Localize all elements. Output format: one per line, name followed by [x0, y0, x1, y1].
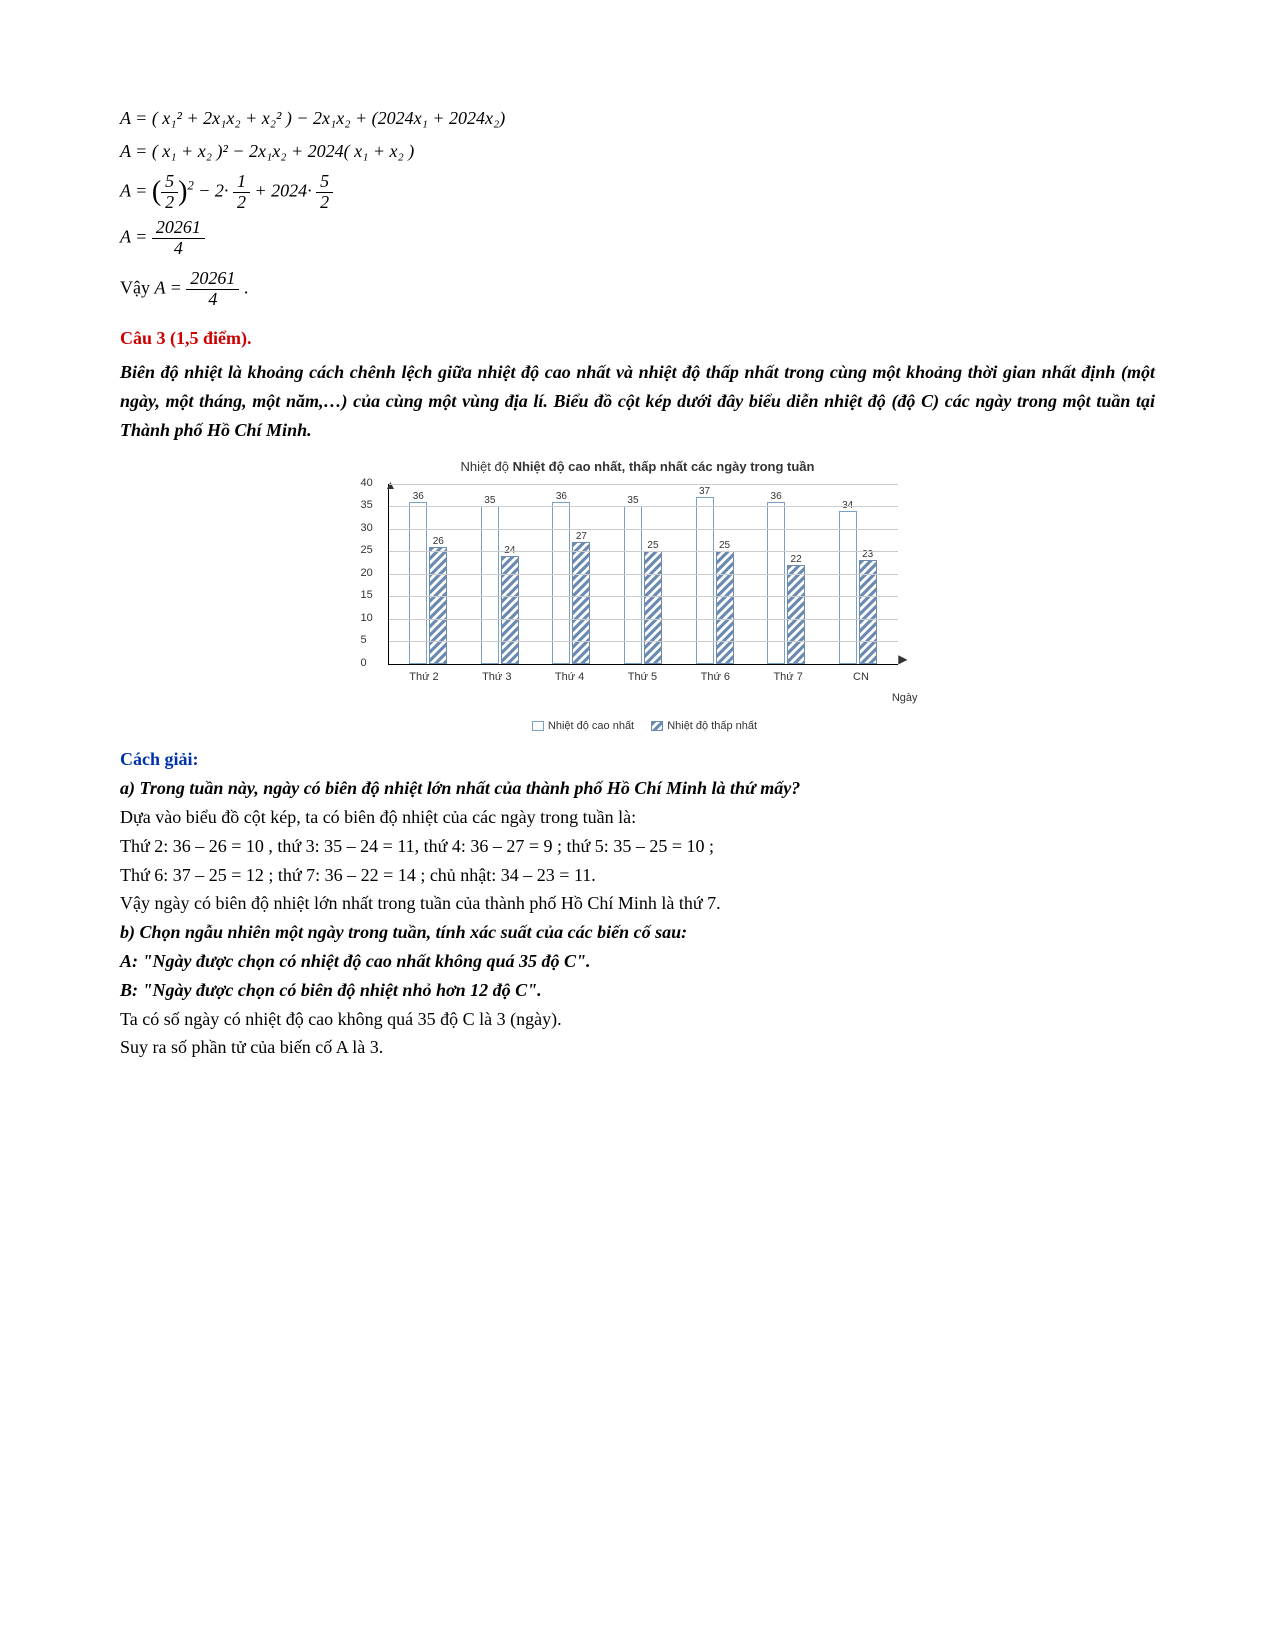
day-group: 3627 — [552, 502, 590, 664]
eq-lhs: A = — [120, 227, 152, 247]
frac-num: 5 — [161, 172, 178, 193]
temperature-chart: Nhiệt độ Nhiệt độ cao nhất, thấp nhất cá… — [358, 457, 918, 736]
math-line-3: A = (52)2 − 2· 12 + 2024· 52 — [120, 170, 1155, 215]
bar-low: 23 — [859, 560, 877, 664]
bar-low: 24 — [501, 556, 519, 664]
legend-low-icon — [651, 721, 663, 731]
bar-high: 36 — [552, 502, 570, 664]
chart-title-bold: Nhiệt độ cao nhất, thấp nhất các ngày tr… — [513, 459, 815, 474]
bar-value-label: 36 — [768, 489, 784, 505]
bar-value-label: 36 — [410, 489, 426, 505]
bar-value-label: 26 — [430, 534, 446, 550]
eq-lhs: A = — [120, 180, 152, 200]
part-a-question: a) Trong tuần này, ngày có biên độ nhiệt… — [120, 774, 1155, 803]
chart-gridline — [389, 641, 898, 642]
bar-low: 25 — [716, 551, 734, 664]
part-b-question: b) Chọn ngẫu nhiên một ngày trong tuần, … — [120, 918, 1155, 947]
y-tick-label: 5 — [361, 632, 367, 650]
solution-line: Dựa vào biểu đồ cột kép, ta có biên độ n… — [120, 803, 1155, 832]
day-group: 3622 — [767, 502, 805, 664]
eq-lhs: A = — [155, 277, 187, 297]
day-group: 3524 — [481, 506, 519, 664]
bar-high: 35 — [481, 506, 499, 664]
x-tick-label: Thứ 4 — [550, 669, 590, 687]
y-tick-label: 40 — [361, 475, 373, 493]
bar-high: 36 — [767, 502, 785, 664]
eq-mid: − 2· — [198, 180, 228, 200]
chart-title: Nhiệt độ Nhiệt độ cao nhất, thấp nhất cá… — [358, 457, 918, 478]
frac-den: 2 — [233, 193, 250, 213]
y-tick-label: 0 — [361, 655, 367, 673]
solution-heading: Cách giải: — [120, 745, 1155, 774]
math-conclusion: Vậy A = 202614 . — [120, 269, 1155, 310]
y-tick-label: 10 — [361, 610, 373, 628]
solution-line: Vậy ngày có biên độ nhiệt lớn nhất trong… — [120, 889, 1155, 918]
frac-num: 20261 — [186, 269, 239, 290]
x-axis-arrow-icon: ▶ — [898, 650, 907, 669]
chart-plot-area: ▲ ▶ 3626352436273525372536223423 0510152… — [388, 484, 898, 665]
chart-gridline — [389, 529, 898, 530]
bar-low: 22 — [787, 565, 805, 664]
chart-gridline — [389, 574, 898, 575]
bar-low: 26 — [429, 547, 447, 664]
frac-den: 4 — [152, 239, 205, 259]
bar-low: 25 — [644, 551, 662, 664]
bar-low: 27 — [572, 542, 590, 664]
x-tick-label: Thứ 5 — [622, 669, 662, 687]
frac-num: 5 — [316, 172, 333, 193]
bar-value-label: 37 — [697, 484, 713, 500]
math-line-1: A = ( x₁² + 2x₁x₂ + x₂² ) − 2x₁x₂ + (202… — [120, 104, 1155, 133]
legend-low-label: Nhiệt độ thấp nhất — [667, 720, 757, 732]
chart-gridline — [389, 596, 898, 597]
x-tick-label: CN — [841, 669, 881, 687]
bar-value-label: 36 — [553, 489, 569, 505]
chart-gridline — [389, 484, 898, 485]
frac-num: 1 — [233, 172, 250, 193]
solution-line: Thứ 6: 37 – 25 = 12 ; thứ 7: 36 – 22 = 1… — [120, 861, 1155, 890]
math-line-4: A = 202614 — [120, 218, 1155, 259]
x-tick-label: Thứ 7 — [768, 669, 808, 687]
question-3-prompt: Biên độ nhiệt là khoảng cách chênh lệch … — [120, 358, 1155, 444]
bar-high: 37 — [696, 497, 714, 664]
solution-line: Ta có số ngày có nhiệt độ cao không quá … — [120, 1005, 1155, 1034]
legend-high-icon — [532, 721, 544, 731]
legend-high-label: Nhiệt độ cao nhất — [548, 720, 634, 732]
frac-num: 20261 — [152, 218, 205, 239]
math-line-2: A = ( x₁ + x₂ )² − 2x₁x₂ + 2024( x₁ + x₂… — [120, 137, 1155, 166]
bar-value-label: 22 — [788, 552, 804, 568]
y-tick-label: 30 — [361, 520, 373, 538]
eq-mid2: + 2024· — [254, 180, 311, 200]
x-tick-label: Thứ 3 — [477, 669, 517, 687]
chart-title-pre: Nhiệt độ — [461, 459, 513, 474]
day-group: 3725 — [696, 497, 734, 664]
y-tick-label: 20 — [361, 565, 373, 583]
vay-text: Vậy — [120, 277, 155, 297]
chart-legend: Nhiệt độ cao nhất Nhiệt độ thấp nhất — [358, 718, 918, 736]
solution-line: Thứ 2: 36 – 26 = 10 , thứ 3: 35 – 24 = 1… — [120, 832, 1155, 861]
y-tick-label: 25 — [361, 542, 373, 560]
chart-gridline — [389, 506, 898, 507]
y-tick-label: 15 — [361, 587, 373, 605]
solution-line: Suy ra số phần tử của biến cố A là 3. — [120, 1033, 1155, 1062]
chart-gridline — [389, 551, 898, 552]
question-3-heading: Câu 3 (1,5 điểm). — [120, 324, 1155, 353]
day-group: 3525 — [624, 506, 662, 664]
day-group: 3626 — [409, 502, 447, 664]
chart-gridline — [389, 619, 898, 620]
chart-x-labels: Thứ 2 Thứ 3 Thứ 4 Thứ 5 Thứ 6 Thứ 7 CN — [388, 669, 898, 687]
period: . — [244, 277, 249, 297]
x-tick-label: Thứ 2 — [404, 669, 444, 687]
frac-den: 2 — [316, 193, 333, 213]
bar-value-label: 27 — [573, 529, 589, 545]
bar-high: 36 — [409, 502, 427, 664]
x-tick-label: Thứ 6 — [695, 669, 735, 687]
x-axis-caption: Ngày — [358, 690, 918, 708]
frac-den: 4 — [186, 290, 239, 310]
frac-den: 2 — [161, 193, 178, 213]
y-tick-label: 35 — [361, 497, 373, 515]
event-A: A: "Ngày được chọn có nhiệt độ cao nhất … — [120, 947, 1155, 976]
bar-high: 35 — [624, 506, 642, 664]
bar-value-label: 23 — [860, 547, 876, 563]
event-B: B: "Ngày được chọn có biên độ nhiệt nhỏ … — [120, 976, 1155, 1005]
